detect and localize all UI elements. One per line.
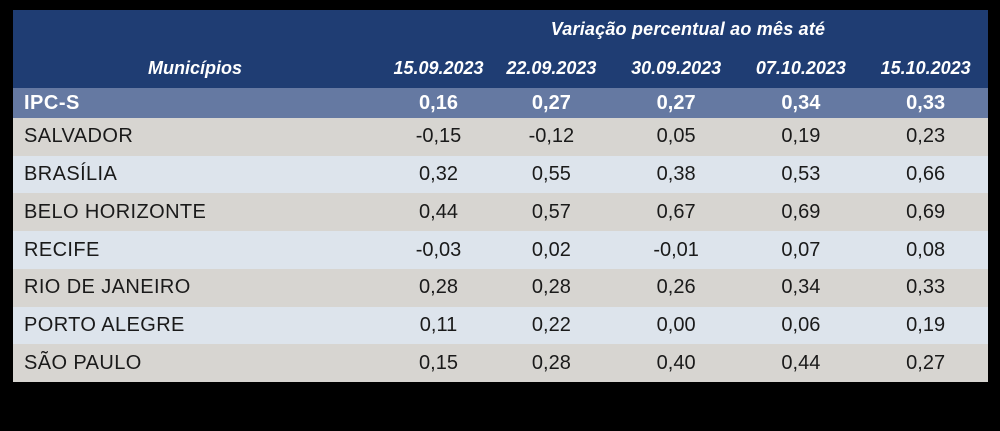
value-cell: 0,19 — [781, 125, 821, 148]
value-cell: 0,06 — [781, 313, 821, 336]
value-cell: 0,16 — [419, 91, 458, 114]
value-cell: 0,55 — [531, 163, 571, 186]
value-cell: 0,27 — [531, 91, 571, 114]
value-cell: -0,01 — [653, 238, 699, 261]
value-cell: 0,38 — [656, 163, 696, 186]
value-cell: 0,33 — [906, 276, 946, 299]
value-cell: 0,23 — [906, 125, 946, 148]
row-label: BRASÍLIA — [24, 163, 118, 186]
value-cell: 0,53 — [781, 163, 821, 186]
value-cell: 0,07 — [781, 238, 821, 261]
row-label: PORTO ALEGRE — [24, 313, 185, 336]
row-label: RECIFE — [24, 238, 100, 261]
date-column-header: 22.09.2023 — [506, 57, 597, 78]
municipios-column-header: Municípios — [148, 57, 242, 78]
value-cell: 0,28 — [531, 351, 571, 374]
table-row: BELO HORIZONTE 0,44 0,57 0,67 0,69 0,69 — [13, 193, 988, 232]
table-row: RIO DE JANEIRO 0,28 0,28 0,26 0,34 0,33 — [13, 268, 988, 307]
value-cell: 0,26 — [656, 276, 696, 299]
value-cell: 0,08 — [906, 238, 946, 261]
value-cell: 0,22 — [531, 313, 571, 336]
date-column-header: 15.09.2023 — [393, 57, 484, 78]
value-cell: 0,44 — [419, 200, 458, 223]
value-cell: 0,34 — [781, 91, 821, 114]
table-row: SALVADOR -0,15 -0,12 0,05 0,19 0,23 — [13, 118, 988, 156]
value-cell: 0,32 — [419, 163, 458, 186]
date-column-header: 30.09.2023 — [631, 57, 722, 78]
value-cell: 0,11 — [419, 313, 458, 336]
row-label: IPC-S — [24, 91, 80, 114]
value-cell: 0,66 — [906, 163, 946, 186]
value-cell: 0,00 — [656, 313, 696, 336]
row-label: SALVADOR — [24, 125, 134, 148]
value-cell: 0,05 — [656, 125, 696, 148]
value-cell: 0,27 — [906, 351, 946, 374]
value-cell: 0,40 — [656, 351, 696, 374]
value-cell: 0,69 — [781, 200, 821, 223]
group-title: Variação percentual ao mês até — [550, 18, 826, 39]
row-label: BELO HORIZONTE — [24, 200, 207, 223]
value-cell: 0,67 — [656, 200, 696, 223]
value-cell: -0,03 — [415, 238, 462, 261]
value-cell: 0,02 — [531, 238, 571, 261]
value-cell: 0,27 — [656, 91, 696, 114]
table-row: SÃO PAULO 0,15 0,28 0,40 0,44 0,27 — [13, 344, 988, 383]
header-group-row: Variação percentual ao mês até — [13, 10, 988, 48]
value-cell: 0,34 — [781, 276, 821, 299]
value-cell: 0,19 — [906, 313, 946, 336]
value-cell: 0,28 — [531, 276, 571, 299]
table-header: Variação percentual ao mês até Município… — [13, 10, 988, 88]
table-row: RECIFE -0,03 0,02 -0,01 0,07 0,08 — [13, 231, 988, 269]
summary-row-ipcs: IPC-S 0,16 0,27 0,27 0,34 0,33 — [13, 88, 988, 118]
date-column-header: 15.10.2023 — [880, 57, 971, 78]
value-cell: 0,69 — [906, 200, 946, 223]
header-columns-row: Municípios 15.09.2023 22.09.2023 30.09.2… — [13, 48, 988, 88]
table-row: BRASÍLIA 0,32 0,55 0,38 0,53 0,66 — [13, 155, 988, 194]
table-row: PORTO ALEGRE 0,11 0,22 0,00 0,06 0,19 — [13, 306, 988, 345]
row-label: RIO DE JANEIRO — [24, 276, 191, 299]
value-cell: -0,12 — [528, 125, 575, 148]
value-cell: 0,15 — [419, 351, 458, 374]
value-cell: 0,44 — [781, 351, 821, 374]
value-cell: 0,28 — [419, 276, 458, 299]
value-cell: 0,57 — [531, 200, 571, 223]
value-cell: 0,33 — [906, 91, 946, 114]
row-label: SÃO PAULO — [24, 351, 142, 374]
value-cell: -0,15 — [415, 125, 462, 148]
date-column-header: 07.10.2023 — [755, 57, 846, 78]
ipc-s-table: Variação percentual ao mês até Município… — [13, 10, 988, 383]
